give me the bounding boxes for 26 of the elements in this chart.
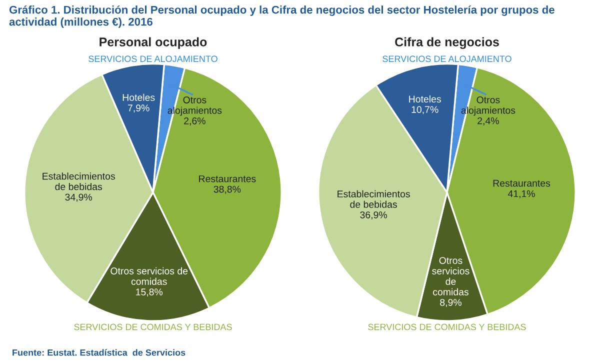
text: SERVICIOS DE COMIDAS Y BEBIDAS xyxy=(368,324,526,330)
text: SERVICIOS DE COMIDAS Y BEBIDAS xyxy=(74,324,232,330)
data-label: 10,7% xyxy=(412,106,438,114)
chart-title: Cifra de negocios xyxy=(395,37,499,49)
slice-label: Establecimientos de bebidas xyxy=(338,190,410,208)
slice-label: Restaurantes xyxy=(493,180,550,187)
text: SERVICIOS DE ALOJAMIENTO xyxy=(382,56,512,62)
data-label: 2,6% xyxy=(184,117,206,126)
data-label: 15,8% xyxy=(136,288,163,297)
data-label: 8,9% xyxy=(440,298,462,308)
data-label: 41,1% xyxy=(508,190,535,198)
data-label: 7,9% xyxy=(128,104,150,113)
chart-title: Personal ocupado xyxy=(100,37,207,49)
slice-label: Restaurantes xyxy=(199,175,256,182)
slice-label: Otros servicios de comidas xyxy=(432,257,470,296)
slice-label: Hoteles xyxy=(122,94,155,101)
data-label: 34,9% xyxy=(65,194,92,202)
slice-label: Establecimientos de bebidas xyxy=(42,172,115,190)
text: Gráfico 1. Distribución del Personal ocupado y la Cifra de negocios del sector Hostelería por grupos de actividad (millones €). 2016 xyxy=(9,5,554,28)
data-label: 2,4% xyxy=(478,117,499,126)
source-note: Fuente: Eustat. Estadística de Servicios xyxy=(12,349,186,356)
data-label: 38,8% xyxy=(214,186,241,194)
slice-label: Hoteles xyxy=(409,95,441,103)
slice-label: Otros servicios de comidas xyxy=(110,267,188,285)
text: SERVICIOS DE ALOJAMIENTO xyxy=(88,56,218,62)
data-label: 36,9% xyxy=(360,211,387,220)
